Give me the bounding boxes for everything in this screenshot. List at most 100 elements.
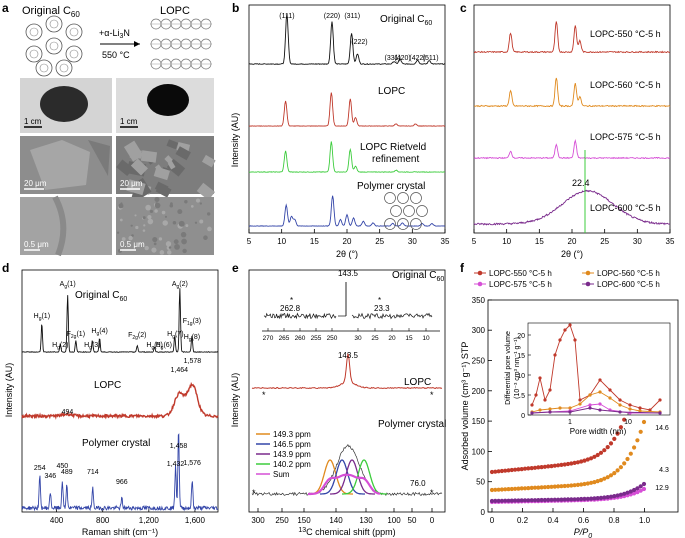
f-isotherm-point (569, 497, 574, 502)
d-value-label: 1,578 (184, 358, 202, 365)
e-xtick-label: 300 (251, 516, 265, 525)
tem-lopc-speck (118, 203, 124, 209)
f-isotherm-point (582, 481, 587, 487)
d-value-label: 966 (116, 479, 128, 486)
f-inset-point (578, 402, 582, 406)
f-isotherm-point (582, 496, 587, 501)
f-isotherm-point (529, 466, 534, 471)
c-xtick-label: 20 (568, 237, 577, 246)
c60-molecule (45, 15, 63, 33)
panel-letter-c: c (460, 1, 467, 15)
f-inset-point (628, 403, 632, 407)
scale-05um-left: 0.5 μm (24, 240, 49, 249)
e-inset-tick-label: 270 (263, 335, 274, 342)
e-inset-tick-label: 30 (354, 335, 362, 342)
f-isotherm-point (539, 485, 544, 490)
f-inset-point (658, 411, 662, 415)
d-mode-num: (1) (67, 281, 76, 288)
f-isotherm-point (519, 498, 524, 503)
tem-lopc-speck (116, 231, 120, 234)
f-isotherm-point (622, 461, 627, 466)
panel-c-xlabel: 2θ (°) (561, 249, 583, 259)
f-inset-ytick-label: 10 (517, 373, 525, 380)
f-isotherm-point (509, 467, 514, 473)
tem-lopc-speck (173, 239, 179, 245)
sem-lopc-grain (116, 159, 134, 177)
d-mode-sub: g (151, 345, 154, 351)
f-isotherm-point (608, 494, 614, 499)
polymer-crystal-unit (410, 192, 422, 204)
tem-lopc-speck (147, 215, 152, 220)
f-isotherm-point (493, 469, 498, 474)
f-isotherm-point (585, 457, 590, 462)
f-isotherm-point (539, 497, 544, 503)
f-inset-point (588, 406, 592, 410)
f-isotherm-point (529, 498, 534, 503)
f-ytick-label: 150 (472, 417, 486, 426)
lopc-chains-illustration (150, 18, 212, 70)
e-inset-label: Original C60 (392, 270, 444, 283)
f-isotherm-point (546, 484, 551, 490)
panel-c: 2θ (°) 5 10 15 20 25 30 35 22.4 LOPC-550 °C-5 … (472, 4, 675, 259)
f-inset-point (530, 403, 534, 407)
b-xtick-label: 25 (375, 237, 384, 246)
b-series-line (249, 13, 446, 65)
tem-lopc-speck (128, 235, 133, 241)
b-peak-label: (222) (351, 39, 367, 46)
tem-lopc-speck (152, 236, 158, 243)
f-ytick-label: 50 (476, 478, 485, 487)
f-xtick-label: 1.0 (639, 516, 651, 525)
f-ytick-label: 300 (472, 326, 486, 335)
tem-lopc-speck (153, 242, 157, 246)
f-isotherm-point (565, 497, 571, 502)
f-inset-point (588, 393, 592, 397)
panel-c-frame (473, 4, 671, 234)
b-peak-label: (331) (385, 55, 401, 62)
tem-lopc-speck (119, 218, 123, 222)
d-mode-letter: H (156, 342, 161, 349)
d-mode-letter: H (52, 342, 57, 349)
f-isotherm-point (536, 485, 541, 490)
tem-lopc-speck (169, 203, 174, 208)
f-inset-ytick-label: 0 (521, 413, 525, 420)
f-isotherm-point (638, 429, 643, 434)
e-inset-tick-label: 20 (388, 335, 396, 342)
f-isotherm-point (595, 452, 600, 458)
f-isotherm-point (499, 468, 504, 474)
panel-d-series (21, 288, 219, 512)
f-isotherm-point (489, 498, 495, 504)
f-isotherm-point (628, 489, 633, 494)
e-inset-trace-left (263, 312, 337, 320)
f-isotherm-point (585, 496, 590, 501)
f-isotherm-point (549, 484, 554, 489)
panel-b-xticks: 5 10 15 20 25 30 35 (247, 229, 450, 246)
f-isotherm-point (552, 484, 557, 489)
f-isotherm-point (632, 487, 637, 493)
e-component-curve (330, 459, 375, 495)
e-sum-curve (308, 473, 381, 496)
d-mode-label: F2g(1) (67, 331, 85, 340)
d-mode-letter: H (184, 334, 189, 341)
f-isotherm-point (569, 483, 574, 488)
f-legend-marker (585, 281, 591, 287)
tem-c60-edge (52, 195, 67, 257)
panel-a-title-left: Original C60 (22, 5, 80, 19)
d-mode-sub: 2g (71, 334, 77, 340)
e-star-4: * (430, 488, 434, 498)
c-xtick-label: 25 (600, 237, 609, 246)
f-inset-ytick-label: 5 (521, 393, 525, 400)
tem-lopc-speck (143, 224, 146, 227)
tem-lopc-speck (168, 246, 172, 249)
f-legend-marker (477, 281, 483, 287)
tem-lopc-speck (135, 225, 139, 230)
tem-lopc-speck (130, 224, 133, 227)
f-isotherm-point (503, 468, 508, 473)
panel-c-series (473, 21, 671, 226)
c60-molecule-inner (39, 63, 49, 73)
f-isotherm-point (536, 498, 541, 503)
tem-lopc-speck (158, 237, 163, 241)
reaction-arrowhead (134, 41, 140, 47)
f-end-label: 4.3 (659, 467, 669, 474)
panel-letter-b: b (232, 1, 239, 15)
scale-20um-right: 20 μm (120, 179, 143, 188)
